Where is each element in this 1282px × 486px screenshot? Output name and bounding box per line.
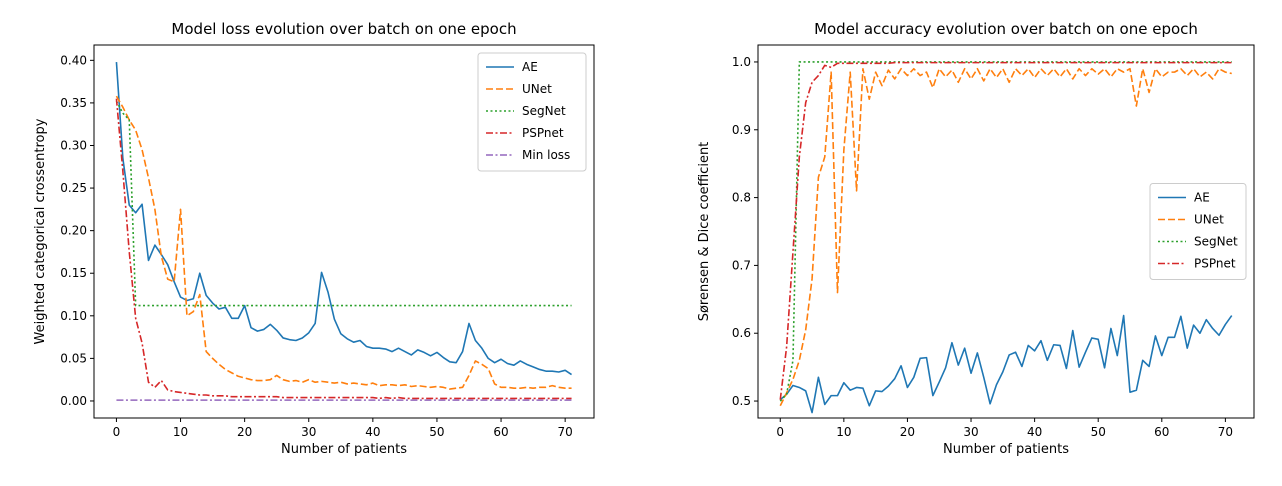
legend-label: SegNet	[522, 104, 566, 118]
axes-frame	[93, 44, 595, 419]
legend-box	[1149, 183, 1247, 280]
loss-chart: Model loss evolution over batch on one e…	[33, 20, 595, 457]
chart-title: Model loss evolution over batch on one e…	[171, 20, 516, 38]
x-tick-label: 40	[365, 425, 380, 439]
legend: AE UNet SegNet PSPnet	[1149, 183, 1247, 280]
legend-label: UNet	[1194, 213, 1224, 227]
y-tick-label: 0.05	[60, 351, 87, 365]
y-tick-label: 0.8	[732, 191, 751, 205]
legend-label: AE	[522, 60, 538, 74]
series-line-pspnet	[779, 61, 1232, 400]
y-tick-label: 0.30	[60, 138, 87, 152]
y-tick-label: 0.7	[732, 258, 751, 272]
y-tick-label: 0.20	[60, 224, 87, 238]
y-axis-label: Weighted categorical crossentropy	[33, 118, 48, 344]
y-tick-label: 0.40	[60, 53, 87, 67]
legend-label: SegNet	[1194, 235, 1238, 249]
legend-label: AE	[1194, 191, 1210, 205]
x-tick-label: 50	[1091, 425, 1106, 439]
x-tick-label: 30	[963, 425, 978, 439]
y-tick-label: 1.0	[732, 55, 751, 69]
axes-frame	[757, 44, 1255, 419]
y-tick-label: 0.10	[60, 309, 87, 323]
y-tick-label: 0.15	[60, 266, 87, 280]
x-tick-label: 20	[237, 425, 252, 439]
legend-box	[477, 52, 587, 172]
x-tick-label: 70	[1218, 425, 1233, 439]
series-line-unet	[115, 95, 572, 390]
x-axis-label: Number of patients	[943, 442, 1069, 457]
x-tick-label: 30	[301, 425, 316, 439]
series-line-pspnet	[115, 98, 572, 400]
chart-title: Model accuracy evolution over batch on o…	[814, 20, 1198, 38]
legend-label: Min loss	[522, 148, 570, 162]
x-tick-label: 10	[836, 425, 851, 439]
series-line-unet	[779, 67, 1232, 407]
x-tick-label: 70	[558, 425, 573, 439]
legend: AE UNet SegNet PSPnet Min loss	[477, 52, 587, 172]
accuracy-chart: Model accuracy evolution over batch on o…	[697, 20, 1255, 457]
x-tick-label: 50	[429, 425, 444, 439]
legend-label: PSPnet	[522, 126, 564, 140]
x-tick-label: 10	[173, 425, 188, 439]
y-tick-label: 0.5	[732, 394, 751, 408]
x-tick-label: 40	[1027, 425, 1042, 439]
y-tick-label: 0.35	[60, 96, 87, 110]
x-tick-label: 20	[900, 425, 915, 439]
legend-label: UNet	[522, 82, 552, 96]
x-tick-label: 60	[493, 425, 508, 439]
y-tick-label: 0.25	[60, 181, 87, 195]
y-axis-label: Sørensen & Dice coefficient	[697, 142, 712, 322]
x-tick-label: 0	[776, 425, 784, 439]
series-line-ae	[779, 314, 1233, 414]
y-tick-label: 0.6	[732, 326, 751, 340]
x-tick-label: 60	[1154, 425, 1169, 439]
x-tick-label: 0	[113, 425, 121, 439]
y-tick-label: 0.9	[732, 123, 751, 137]
series-lines	[115, 61, 573, 401]
series-line-ae	[115, 61, 573, 376]
legend-label: PSPnet	[1194, 257, 1236, 271]
x-axis-label: Number of patients	[281, 442, 407, 457]
series-line-segnet	[115, 100, 572, 307]
y-tick-label: 0.00	[60, 394, 87, 408]
series-lines	[779, 61, 1233, 414]
